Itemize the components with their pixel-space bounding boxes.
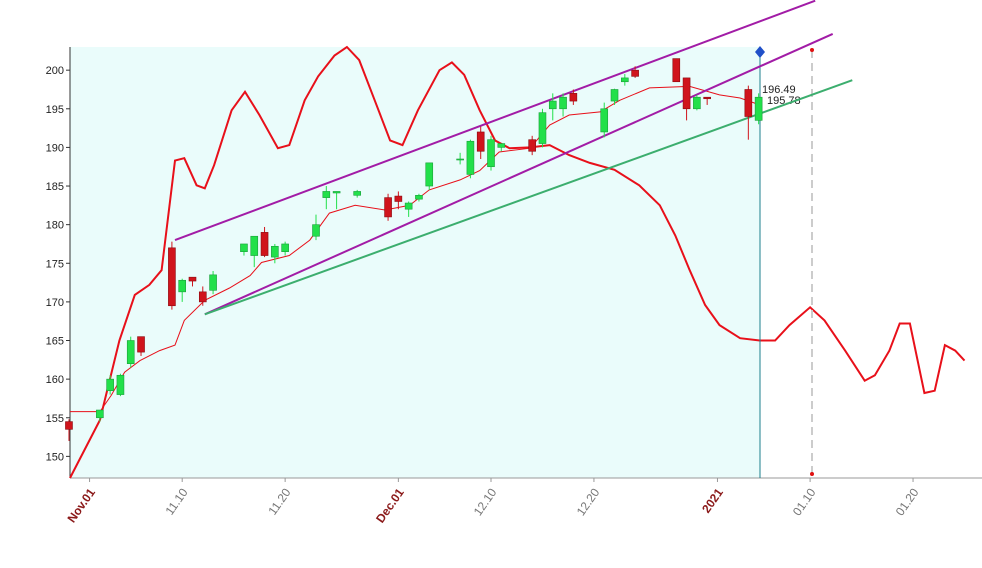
candle-body: [693, 96, 701, 110]
candle-body: [631, 69, 639, 77]
x-tick-label: 01.20: [893, 485, 922, 518]
y-tick-label: 160: [46, 374, 64, 386]
candle-body: [198, 291, 207, 303]
candle-body: [116, 374, 125, 395]
candle-body: [260, 232, 269, 256]
y-tick-label: 185: [46, 181, 64, 193]
trend-line: [204, 79, 853, 316]
candle-body: [476, 131, 485, 152]
candle-body: [425, 162, 434, 187]
x-tick-label: 01.10: [790, 485, 819, 518]
candle-body: [384, 197, 392, 218]
candle-body: [404, 202, 413, 210]
y-tick-label: 155: [46, 413, 64, 425]
y-tick-label: 200: [46, 65, 64, 77]
candle-body: [682, 77, 691, 110]
y-tick-label: 175: [46, 258, 64, 270]
candle-body: [744, 89, 753, 117]
cursor-marker: [755, 46, 765, 58]
candle-body: [754, 96, 763, 121]
candle-body: [65, 421, 73, 430]
candle-body: [600, 108, 609, 133]
candle-body: [250, 235, 259, 256]
x-tick-label: Dec.01: [373, 485, 407, 525]
candle-body: [271, 245, 279, 258]
candle-body: [137, 336, 145, 353]
y-tick-label: 165: [46, 336, 64, 348]
x-tick-label: 12.20: [574, 485, 603, 518]
candle-body: [548, 100, 557, 110]
trend-line: [174, 0, 816, 242]
cursor-dot: [810, 472, 814, 476]
candle-body: [621, 77, 629, 83]
y-tick-label: 150: [46, 451, 64, 463]
candle-body: [703, 96, 711, 100]
candle-body: [466, 140, 475, 175]
candle-body: [126, 340, 135, 364]
candle-body: [610, 89, 619, 102]
x-tick-label: 2021: [699, 485, 726, 515]
candle-body: [281, 243, 289, 252]
x-tick-label: 11.10: [162, 485, 190, 517]
candle-body: [487, 139, 495, 168]
x-tick-label: Nov.01: [64, 485, 98, 525]
trend-line: [204, 32, 834, 316]
x-tick-label: 11.20: [265, 485, 293, 517]
candle-body: [456, 158, 464, 161]
candle-body: [569, 93, 578, 102]
price-label: 195.78: [767, 95, 801, 107]
candle-body: [209, 274, 217, 291]
y-tick-label: 180: [46, 220, 64, 232]
candle-body: [106, 378, 114, 392]
candle-body: [559, 96, 567, 110]
y-tick-label: 190: [46, 142, 64, 154]
candle-body: [528, 139, 536, 152]
candle-body: [322, 191, 331, 198]
x-tick-label: 12.10: [471, 485, 500, 518]
candle-body: [353, 191, 361, 196]
candle-body: [394, 195, 403, 202]
candle-body: [497, 143, 506, 148]
candle-body: [538, 112, 547, 144]
candle-body: [178, 279, 186, 293]
candle-body: [672, 58, 681, 83]
indicator-line: [70, 85, 760, 413]
cursor-dot: [810, 48, 814, 52]
indicator-line: [69, 45, 966, 479]
y-tick-label: 195: [46, 104, 64, 116]
y-tick-label: 170: [46, 297, 64, 309]
candle-body: [240, 243, 248, 252]
candle-body: [312, 224, 320, 237]
candle-body: [96, 409, 104, 419]
price-label: 196.49: [762, 84, 796, 96]
candle-body: [188, 276, 197, 282]
candle-body: [168, 247, 176, 307]
candle-body: [332, 191, 341, 194]
candle-body: [415, 195, 423, 200]
